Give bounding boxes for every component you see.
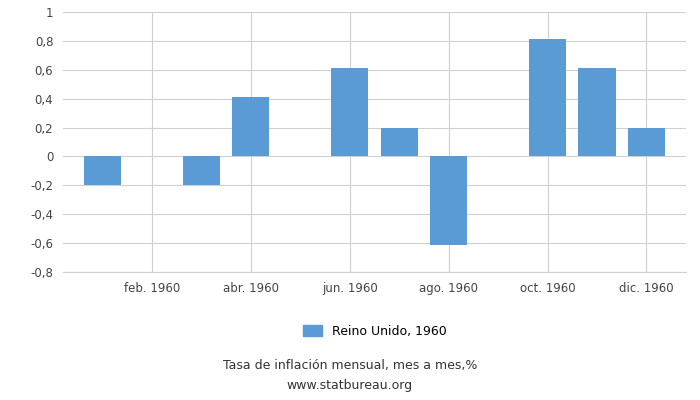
Bar [578, 68, 615, 156]
Bar [331, 68, 368, 156]
Legend: Reino Unido, 1960: Reino Unido, 1960 [302, 325, 447, 338]
Text: Tasa de inflación mensual, mes a mes,%: Tasa de inflación mensual, mes a mes,% [223, 360, 477, 372]
Bar [529, 40, 566, 156]
Bar [84, 156, 121, 185]
Bar [628, 128, 665, 156]
Text: www.statbureau.org: www.statbureau.org [287, 380, 413, 392]
Bar [183, 156, 220, 185]
Bar [232, 97, 270, 156]
Bar [430, 156, 467, 244]
Bar [381, 128, 418, 156]
